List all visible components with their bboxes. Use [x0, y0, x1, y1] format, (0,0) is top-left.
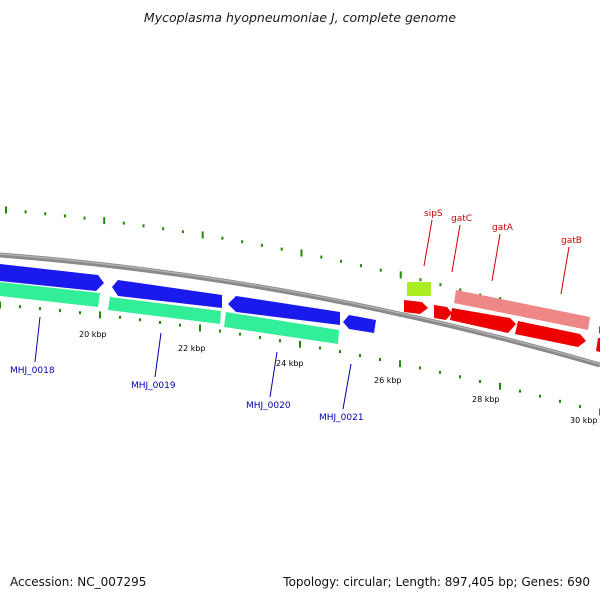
locus-label-MHJ_0020[interactable]: MHJ_0020: [246, 401, 291, 411]
scale-label-22kbp: 22 kbp: [178, 344, 206, 353]
map-title: Mycoplasma hyopneumoniae J, complete gen…: [143, 10, 457, 25]
outer-track-major-tick: [399, 271, 402, 279]
outer-track-minor-tick: [320, 255, 323, 259]
scale-label-26kbp: 26 kbp: [374, 376, 402, 385]
gene-label-gatB[interactable]: gatB: [561, 236, 582, 246]
locus-label-MHJ_0021[interactable]: MHJ_0021: [319, 413, 364, 423]
inner-track-minor-tick: [179, 323, 181, 327]
scale-label-30kbp: 30 kbp: [570, 416, 598, 425]
leader-MHJ_0019: [154, 332, 162, 378]
feature-blue-1[interactable]: [0, 264, 104, 291]
outer-track-minor-tick: [142, 224, 145, 228]
feature-green-1[interactable]: [0, 282, 100, 307]
feature-gatA[interactable]: [450, 308, 516, 333]
inner-track-minor-tick: [459, 375, 461, 379]
outer-track-minor-tick: [419, 278, 422, 282]
outer-track-minor-tick: [162, 227, 165, 231]
scale-label-20kbp: 20 kbp: [79, 330, 107, 339]
inner-track-minor-tick: [359, 354, 361, 357]
feature-gatC[interactable]: [404, 300, 428, 314]
feature-green-2[interactable]: [108, 297, 221, 324]
inner-track-minor-tick: [379, 358, 381, 361]
leader-sipS: [423, 219, 433, 267]
inner-track-minor-tick: [579, 405, 581, 409]
inner-track-major-tick: [499, 382, 501, 390]
inner-track-minor-tick: [339, 350, 341, 354]
gene-label-gatA[interactable]: gatA: [492, 223, 514, 233]
scale-label-28kbp: 28 kbp: [472, 395, 500, 404]
inner-track-minor-tick: [259, 335, 261, 339]
outer-track-minor-tick: [24, 210, 27, 214]
genome-backbone: [0, 252, 600, 368]
outer-track-major-tick: [300, 249, 303, 257]
inner-tick-track: [0, 301, 600, 416]
outer-track-minor-tick: [340, 259, 343, 263]
inner-track-major-tick: [99, 311, 101, 319]
leader-gatC: [451, 224, 461, 273]
outer-track-minor-tick: [360, 264, 362, 268]
inner-track-minor-tick: [39, 307, 41, 311]
outer-track-major-tick: [5, 206, 7, 214]
inner-track-minor-tick: [479, 380, 481, 383]
feature-blue-4[interactable]: [343, 315, 376, 333]
outer-track-minor-tick: [241, 240, 244, 244]
scale-label-24kbp: 24 kbp: [276, 359, 304, 368]
accession-text: Accession: NC_007295: [10, 575, 147, 589]
feature-sipS[interactable]: [407, 282, 431, 296]
leader-gatA: [491, 233, 501, 282]
inner-track-minor-tick: [59, 309, 61, 313]
outer-track-minor-tick: [83, 216, 86, 220]
inner-track-minor-tick: [219, 329, 221, 333]
leader-MHJ_0021: [342, 363, 352, 410]
feature-pink[interactable]: [454, 290, 590, 330]
feature-blue-2[interactable]: [112, 280, 222, 308]
genome-backbone-highlight: [0, 253, 600, 365]
outer-track-minor-tick: [63, 214, 66, 218]
gene-label-sipS[interactable]: sipS: [424, 209, 443, 219]
feature-blue-3[interactable]: [228, 296, 340, 325]
leader-gatB: [560, 246, 570, 295]
outer-track-minor-tick: [280, 247, 283, 251]
outer-track-major-tick: [201, 231, 204, 239]
outer-track-minor-tick: [459, 288, 462, 292]
outer-track-minor-tick: [379, 268, 382, 272]
inner-track-major-tick: [0, 301, 1, 309]
inner-track-minor-tick: [519, 389, 521, 393]
leader-MHJ_0020: [269, 351, 278, 398]
inner-track-minor-tick: [119, 315, 121, 319]
locus-label-MHJ_0019[interactable]: MHJ_0019: [131, 381, 176, 391]
outer-track-major-tick: [103, 217, 106, 225]
inner-track-minor-tick: [539, 394, 541, 398]
inner-track-minor-tick: [559, 399, 561, 403]
inner-track-minor-tick: [159, 320, 161, 324]
outer-track-minor-tick: [181, 230, 184, 234]
inner-track-minor-tick: [19, 305, 21, 309]
feature-red-small[interactable]: [434, 305, 452, 320]
feature-red-edge[interactable]: [596, 338, 600, 352]
feature-gatB[interactable]: [515, 321, 586, 347]
inner-track-minor-tick: [439, 370, 441, 374]
inner-track-minor-tick: [419, 366, 421, 370]
outer-track-minor-tick: [122, 221, 125, 225]
inner-track-minor-tick: [239, 332, 241, 336]
inner-track-major-tick: [399, 360, 401, 368]
gene-label-gatC[interactable]: gatC: [451, 214, 472, 224]
inner-track-minor-tick: [319, 346, 321, 350]
outer-track-minor-tick: [260, 243, 263, 247]
locus-label-MHJ_0018[interactable]: MHJ_0018: [10, 366, 55, 376]
inner-track-minor-tick: [79, 311, 81, 315]
outer-track-minor-tick: [439, 283, 442, 287]
feature-green-3[interactable]: [224, 312, 339, 344]
inner-track-major-tick: [299, 340, 301, 348]
inner-track-major-tick: [199, 324, 201, 332]
outer-track-minor-tick: [44, 212, 47, 216]
inner-track-minor-tick: [279, 339, 281, 343]
leader-MHJ_0018: [34, 316, 41, 363]
genome-stats-text: Topology: circular; Length: 897,405 bp; …: [283, 575, 590, 589]
inner-track-minor-tick: [139, 318, 141, 322]
outer-track-minor-tick: [221, 236, 224, 240]
